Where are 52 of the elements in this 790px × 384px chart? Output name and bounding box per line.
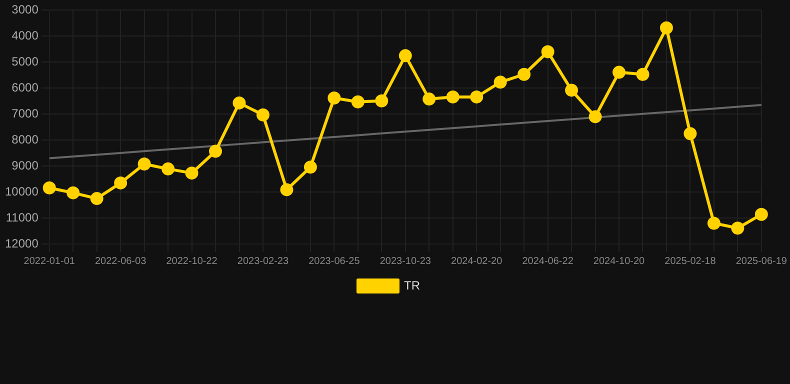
point bbox=[90, 192, 104, 206]
point bbox=[328, 92, 341, 105]
point bbox=[232, 96, 246, 110]
y-tick-label: 12000 bbox=[4, 236, 39, 250]
point bbox=[256, 108, 270, 122]
point bbox=[209, 144, 222, 158]
point bbox=[636, 68, 650, 81]
y-tick-label: 3000 bbox=[12, 2, 39, 17]
point bbox=[138, 157, 151, 170]
x-tick-label: 2023-06-25 bbox=[308, 256, 360, 267]
x-tick-label: 2024-02-20 bbox=[451, 256, 503, 267]
point bbox=[707, 216, 720, 230]
x-tick-label: 2025-02-18 bbox=[664, 256, 716, 267]
x-tick-label: 2025-06-19 bbox=[736, 256, 788, 267]
y-tick-label: 9000 bbox=[12, 158, 39, 172]
y-tick-label: 4000 bbox=[12, 28, 39, 42]
point bbox=[66, 186, 80, 200]
point bbox=[375, 94, 388, 108]
point bbox=[422, 92, 436, 106]
point bbox=[304, 160, 317, 174]
point bbox=[684, 127, 697, 140]
point bbox=[588, 110, 602, 124]
y-tick-label: 8000 bbox=[12, 132, 39, 146]
y-tick-label: 11000 bbox=[6, 210, 39, 224]
x-tick-label: 2022-06-03 bbox=[94, 256, 147, 267]
y-tick-label: 6000 bbox=[12, 80, 39, 94]
point bbox=[280, 183, 294, 196]
point bbox=[351, 95, 364, 108]
x-tick-label: 2024-06-22 bbox=[522, 256, 574, 267]
point bbox=[731, 222, 744, 235]
x-tick-label: 2022-10-22 bbox=[166, 256, 218, 267]
x-tick-label: 2023-02-23 bbox=[237, 256, 289, 267]
point bbox=[612, 66, 626, 79]
legend-label: TR bbox=[404, 278, 420, 292]
point bbox=[494, 76, 507, 89]
point bbox=[470, 90, 484, 104]
x-tick-label: 2022-01-01 bbox=[24, 256, 76, 267]
point bbox=[565, 84, 578, 97]
y-tick-label: 10000 bbox=[4, 184, 39, 198]
point bbox=[162, 162, 175, 176]
point bbox=[185, 166, 198, 180]
x-tick-label: 2023-10-23 bbox=[380, 256, 432, 267]
point bbox=[518, 68, 531, 81]
point bbox=[541, 45, 554, 58]
y-tick-label: 7000 bbox=[12, 106, 39, 120]
x-tick-label: 2024-10-20 bbox=[593, 256, 646, 267]
point bbox=[754, 208, 768, 221]
point bbox=[398, 49, 412, 62]
y-tick-label: 5000 bbox=[12, 54, 39, 68]
point bbox=[114, 176, 128, 190]
point bbox=[446, 90, 460, 104]
point bbox=[660, 21, 673, 34]
